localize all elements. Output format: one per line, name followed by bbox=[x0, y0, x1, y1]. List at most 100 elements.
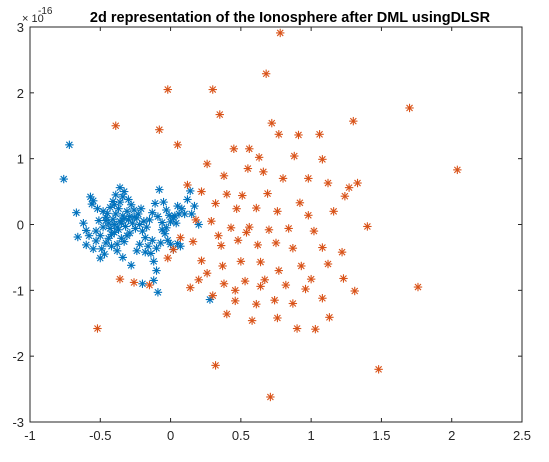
data-point bbox=[325, 313, 334, 322]
data-point bbox=[138, 279, 147, 288]
data-point bbox=[119, 187, 129, 196]
data-point bbox=[214, 231, 223, 240]
data-point bbox=[110, 220, 119, 229]
data-point bbox=[288, 299, 298, 308]
data-point bbox=[98, 222, 108, 232]
data-point bbox=[232, 204, 241, 213]
data-point bbox=[252, 203, 261, 213]
y-exponent-base-value: 10 bbox=[31, 13, 43, 25]
data-point bbox=[129, 213, 139, 222]
data-point bbox=[266, 392, 275, 402]
data-point bbox=[273, 207, 282, 216]
data-point bbox=[156, 238, 165, 248]
data-point bbox=[350, 286, 359, 296]
data-point bbox=[211, 361, 220, 370]
data-point bbox=[405, 103, 414, 113]
data-point bbox=[97, 244, 106, 254]
data-point bbox=[82, 240, 91, 250]
data-point bbox=[240, 276, 250, 286]
data-point bbox=[245, 144, 254, 153]
y-exponent-prefix: × bbox=[22, 13, 31, 25]
data-point bbox=[160, 229, 170, 238]
data-point bbox=[169, 245, 178, 254]
data-point bbox=[273, 313, 282, 323]
data-point bbox=[453, 165, 462, 175]
data-point bbox=[91, 226, 101, 236]
data-point bbox=[73, 232, 82, 242]
data-point bbox=[152, 266, 161, 275]
data-point bbox=[318, 294, 327, 303]
data-point bbox=[173, 201, 182, 211]
data-point bbox=[114, 225, 123, 234]
data-point bbox=[115, 274, 125, 284]
data-point bbox=[111, 190, 120, 200]
data-point bbox=[118, 253, 127, 262]
data-point bbox=[306, 274, 316, 284]
data-point bbox=[183, 195, 192, 204]
y-exponent-base: × 10 bbox=[22, 13, 44, 25]
data-point bbox=[290, 151, 299, 161]
data-point bbox=[295, 198, 305, 207]
data-point bbox=[122, 207, 132, 216]
data-point bbox=[194, 220, 203, 229]
data-point bbox=[318, 155, 327, 164]
data-point bbox=[229, 144, 239, 153]
data-point bbox=[190, 201, 199, 211]
data-point bbox=[216, 241, 226, 250]
y-tick-label: 2 bbox=[17, 86, 24, 101]
data-point bbox=[197, 187, 206, 196]
data-point bbox=[215, 110, 224, 119]
data-point bbox=[309, 226, 319, 236]
data-point bbox=[207, 217, 216, 226]
data-point bbox=[79, 218, 88, 228]
data-point bbox=[276, 28, 285, 38]
data-point bbox=[219, 171, 229, 180]
data-point bbox=[157, 218, 167, 227]
x-tick-label: -1 bbox=[24, 428, 36, 443]
data-point bbox=[222, 190, 231, 199]
data-point bbox=[111, 121, 120, 130]
data-point bbox=[115, 197, 125, 207]
data-point bbox=[256, 257, 265, 267]
data-point bbox=[294, 130, 303, 140]
data-point bbox=[219, 279, 229, 288]
data-point bbox=[188, 237, 198, 246]
data-point bbox=[270, 296, 279, 305]
data-point bbox=[59, 174, 68, 184]
data-point bbox=[256, 282, 265, 291]
data-point bbox=[340, 191, 350, 201]
data-point bbox=[152, 244, 161, 253]
data-point bbox=[122, 231, 132, 240]
data-point bbox=[82, 226, 91, 235]
data-point bbox=[252, 299, 261, 309]
data-point bbox=[155, 185, 164, 194]
data-point bbox=[197, 256, 206, 265]
data-point bbox=[96, 231, 105, 240]
data-point bbox=[155, 125, 164, 134]
data-point bbox=[208, 291, 217, 300]
data-point bbox=[93, 324, 102, 333]
data-point bbox=[136, 204, 146, 213]
x-tick-label: 1.5 bbox=[372, 428, 390, 443]
data-point bbox=[98, 207, 108, 216]
data-point bbox=[284, 224, 293, 233]
y-tick-label: -1 bbox=[12, 283, 24, 298]
data-point bbox=[323, 178, 333, 188]
data-point bbox=[304, 174, 313, 183]
data-point bbox=[363, 222, 372, 231]
data-point bbox=[153, 212, 163, 221]
data-point bbox=[131, 224, 140, 233]
data-point bbox=[311, 324, 320, 334]
data-point bbox=[242, 228, 251, 237]
chart-title: 2d representation of the Ionosphere afte… bbox=[90, 10, 491, 26]
data-point bbox=[148, 236, 157, 245]
x-tick-label: -0.5 bbox=[89, 428, 111, 443]
data-point bbox=[264, 225, 274, 234]
data-point bbox=[96, 253, 105, 263]
axes-box bbox=[29, 26, 523, 423]
data-point bbox=[117, 218, 126, 228]
y-tick-label: 1 bbox=[17, 152, 24, 167]
data-point bbox=[202, 269, 212, 278]
data-point bbox=[146, 249, 156, 258]
